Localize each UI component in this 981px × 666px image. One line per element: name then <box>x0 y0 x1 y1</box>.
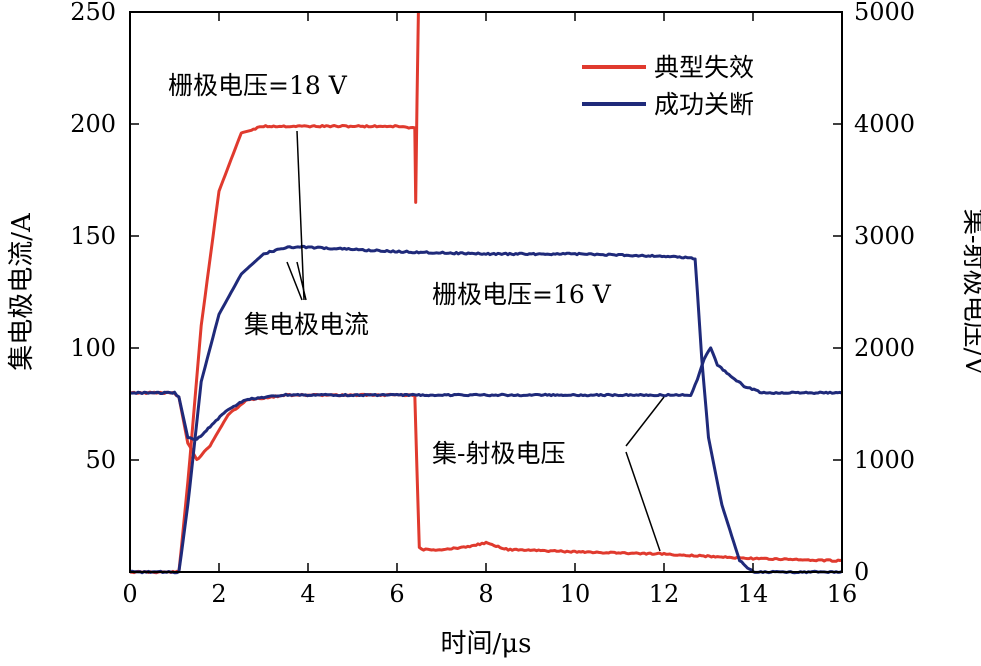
y-left-tick-label: 50 <box>85 446 116 474</box>
series-line-2 <box>129 244 843 575</box>
annotation-ce-voltage: 集-射极电压 <box>432 439 565 468</box>
x-tick-label: 2 <box>211 580 226 608</box>
y-right-tick-label: 5000 <box>854 0 915 26</box>
y-left-tick-label: 150 <box>70 222 116 250</box>
x-tick-label: 8 <box>478 580 493 608</box>
y-axis-left-title: 集电极电流/A <box>7 212 37 371</box>
x-tick-label: 16 <box>827 580 858 608</box>
y-axis-right-title: 集-射极电压/V <box>959 209 981 377</box>
series-line-3 <box>129 346 843 442</box>
x-tick-label: 0 <box>122 580 137 608</box>
leader-voltage-red <box>625 451 661 552</box>
x-tick-label: 12 <box>649 580 680 608</box>
y-right-tick-label: 0 <box>854 558 869 586</box>
x-tick-label: 4 <box>300 580 315 608</box>
y-left-tick-label: 250 <box>70 0 116 26</box>
y-left-tick-label: 100 <box>70 334 116 362</box>
leader-lines <box>286 130 665 552</box>
x-axis-title: 时间/μs <box>440 629 531 659</box>
x-tick-label: 6 <box>389 580 404 608</box>
axes-layer: 0 2 4 6 8 10 12 14 16 50 100 150 200 250 0 1000 2000 3000… <box>70 0 915 608</box>
leader-voltage-blue <box>625 396 665 447</box>
x-tick-label: 14 <box>738 580 769 608</box>
annotation-collector-current: 集电极电流 <box>244 310 369 339</box>
y-right-tick-label: 1000 <box>854 446 915 474</box>
leader-current-blue-a <box>286 261 303 301</box>
y-right-tick-label: 2000 <box>854 334 915 362</box>
legend-label-failure: 典型失效 <box>654 53 754 82</box>
legend: 典型失效 成功关断 <box>582 53 754 119</box>
x-tick-label: 10 <box>560 580 591 608</box>
y-left-tick-label: 200 <box>70 110 116 138</box>
y-right-tick-label: 3000 <box>854 222 915 250</box>
y-right-tick-label: 4000 <box>854 110 915 138</box>
annotation-gate-18v: 栅极电压=18 V <box>168 71 348 100</box>
leader-current-red <box>296 130 305 301</box>
annotation-gate-16v: 栅极电压=16 V <box>432 280 612 309</box>
legend-label-success: 成功关断 <box>654 90 754 119</box>
leader-current-blue-b <box>296 261 307 301</box>
plot-area <box>130 12 842 572</box>
